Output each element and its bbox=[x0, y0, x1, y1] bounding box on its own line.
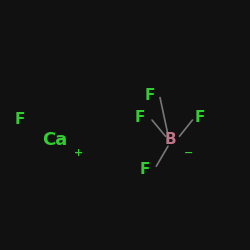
Text: F: F bbox=[135, 110, 145, 125]
Text: −: − bbox=[184, 148, 194, 158]
Text: Ca: Ca bbox=[42, 131, 68, 149]
Text: B: B bbox=[164, 132, 176, 148]
Text: F: F bbox=[145, 88, 155, 102]
Text: F: F bbox=[15, 112, 25, 128]
Text: +: + bbox=[74, 148, 84, 158]
Text: F: F bbox=[140, 162, 150, 178]
Text: F: F bbox=[195, 110, 205, 125]
